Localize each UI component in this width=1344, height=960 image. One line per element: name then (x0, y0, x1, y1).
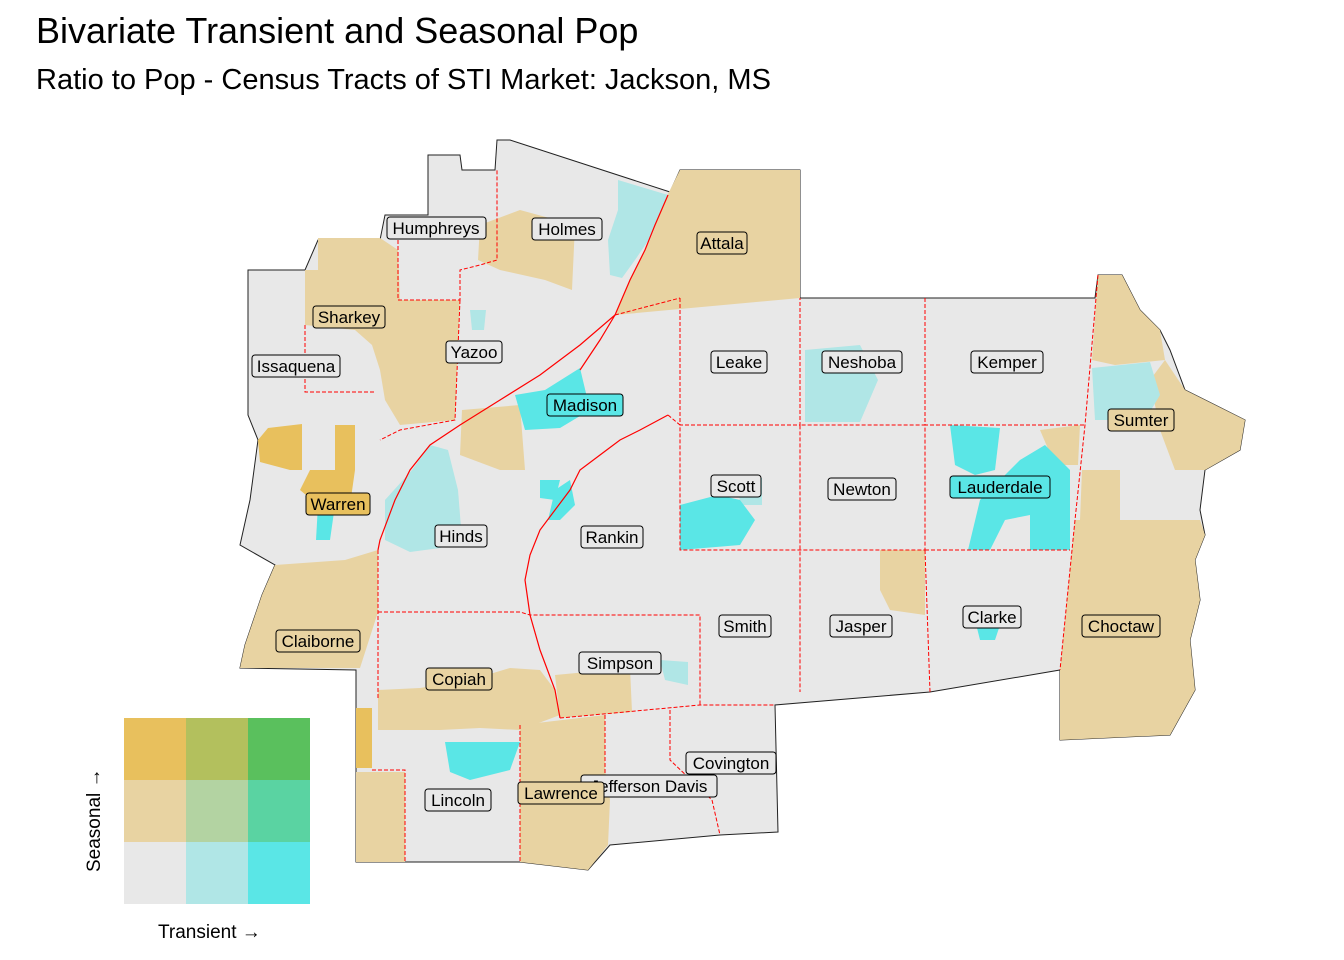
svg-text:Attala: Attala (700, 234, 744, 253)
map-subtitle: Ratio to Pop - Census Tracts of STI Mark… (36, 64, 771, 96)
legend-cell (186, 780, 248, 842)
svg-text:Claiborne: Claiborne (282, 632, 355, 651)
county-label-jefferson-davis: Jefferson Davis (580, 774, 718, 798)
legend-cell (248, 842, 310, 904)
county-label-jasper: Jasper (829, 614, 893, 638)
svg-text:Warren: Warren (310, 495, 365, 514)
county-label-scott: Scott (710, 474, 762, 498)
svg-text:Lawrence: Lawrence (524, 784, 598, 803)
county-label-smith: Smith (718, 614, 772, 638)
legend-x-label: Transient → (158, 922, 261, 943)
svg-text:Kemper: Kemper (977, 353, 1037, 372)
county-label-kemper: Kemper (970, 350, 1044, 374)
county-label-lincoln: Lincoln (424, 788, 492, 812)
county-label-newton: Newton (827, 477, 897, 501)
county-label-attala: Attala (696, 231, 748, 255)
county-label-leake: Leake (710, 350, 768, 374)
legend-cell (248, 718, 310, 780)
high-seasonal-tracts (258, 424, 372, 768)
svg-text:Newton: Newton (833, 480, 891, 499)
svg-text:Leake: Leake (716, 353, 762, 372)
legend-cell (186, 842, 248, 904)
county-label-holmes: Holmes (531, 217, 603, 241)
legend-cell (124, 780, 186, 842)
svg-text:Scott: Scott (717, 477, 756, 496)
svg-text:Neshoba: Neshoba (828, 353, 897, 372)
svg-text:Sharkey: Sharkey (318, 308, 381, 327)
svg-text:Copiah: Copiah (432, 670, 486, 689)
county-label-neshoba: Neshoba (821, 350, 903, 374)
county-label-sumter: Sumter (1107, 408, 1175, 432)
county-label-clarke: Clarke (962, 605, 1022, 629)
legend-y-label: Seasonal → (84, 768, 105, 872)
legend-cell (124, 842, 186, 904)
svg-text:Choctaw: Choctaw (1088, 617, 1155, 636)
county-label-issaquena: Issaquena (251, 354, 341, 378)
svg-text:Jefferson Davis: Jefferson Davis (591, 777, 708, 796)
county-label-lauderdale: Lauderdale (949, 475, 1051, 499)
svg-text:Sumter: Sumter (1114, 411, 1169, 430)
county-label-covington: Covington (685, 751, 777, 775)
county-label-humphreys: Humphreys (386, 216, 487, 240)
svg-text:Issaquena: Issaquena (257, 357, 336, 376)
svg-text:Smith: Smith (723, 617, 766, 636)
svg-text:Lauderdale: Lauderdale (957, 478, 1042, 497)
svg-text:Clarke: Clarke (967, 608, 1016, 627)
svg-text:Hinds: Hinds (439, 527, 482, 546)
county-label-simpson: Simpson (578, 651, 662, 675)
svg-text:Covington: Covington (693, 754, 770, 773)
svg-text:Jasper: Jasper (835, 617, 886, 636)
county-label-choctaw: Choctaw (1081, 614, 1161, 638)
bivariate-legend-grid (124, 718, 310, 904)
legend-cell (124, 718, 186, 780)
svg-text:Lincoln: Lincoln (431, 791, 485, 810)
county-label-madison: Madison (546, 393, 624, 417)
legend-cell (186, 718, 248, 780)
county-label-warren: Warren (305, 492, 371, 516)
county-label-rankin: Rankin (580, 525, 644, 549)
svg-text:Yazoo: Yazoo (451, 343, 498, 362)
county-labels: Humphreys Holmes Attala Sharkey Yazoo Is… (251, 216, 1175, 812)
county-label-copiah: Copiah (425, 667, 493, 691)
svg-text:Simpson: Simpson (587, 654, 653, 673)
svg-text:Humphreys: Humphreys (393, 219, 480, 238)
svg-text:Holmes: Holmes (538, 220, 596, 239)
legend-cell (248, 780, 310, 842)
county-label-sharkey: Sharkey (312, 305, 386, 329)
county-label-yazoo: Yazoo (445, 340, 503, 364)
county-label-hinds: Hinds (434, 524, 488, 548)
svg-text:Madison: Madison (553, 396, 617, 415)
river-lines (377, 194, 669, 719)
county-label-claiborne: Claiborne (275, 629, 361, 653)
svg-text:Rankin: Rankin (586, 528, 639, 547)
map-title: Bivariate Transient and Seasonal Pop (36, 10, 639, 51)
county-label-lawrence: Lawrence (517, 781, 605, 805)
